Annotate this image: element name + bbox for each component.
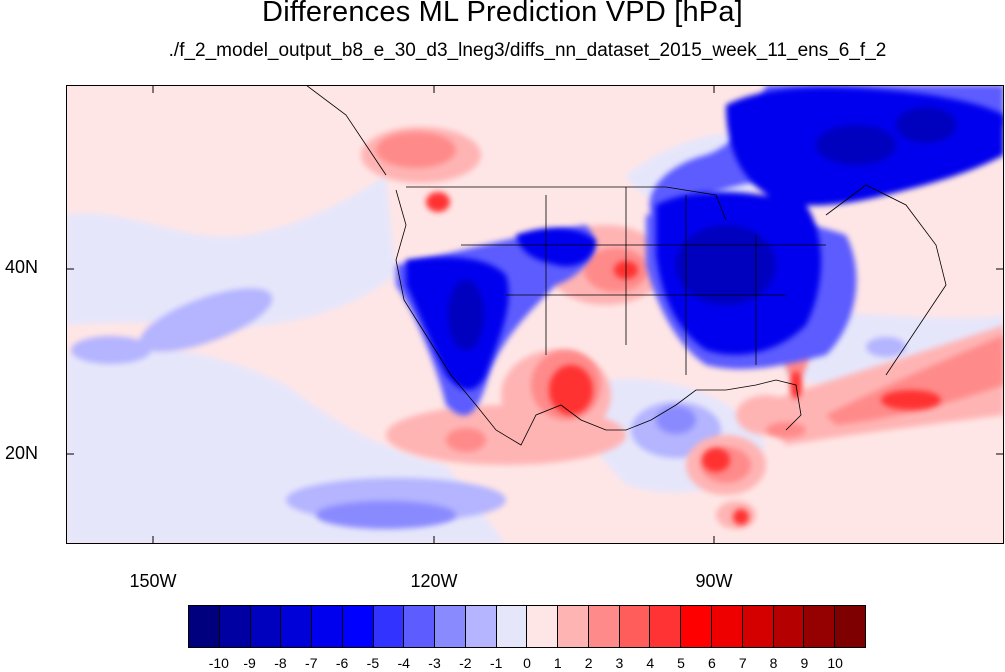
colorbar-tick-label: 1 xyxy=(553,655,562,671)
boundary-lines xyxy=(66,85,947,446)
blue-regions xyxy=(316,406,696,529)
colorbar-tick-label: -4 xyxy=(397,655,410,671)
colorbar-swatch xyxy=(588,606,620,647)
colorbar-tick-label: 6 xyxy=(708,655,716,671)
colorbar-tick-label: -10 xyxy=(208,655,229,671)
colorbar xyxy=(188,605,866,648)
colorbar-tick-label: 8 xyxy=(769,655,778,671)
colorbar-tick-label: 2 xyxy=(584,655,593,671)
map-title: Differences ML Prediction VPD [hPa] xyxy=(262,0,743,28)
colorbar-swatch xyxy=(342,606,374,647)
colorbar-tick-label: 0 xyxy=(523,655,531,671)
colorbar-tick-label: -6 xyxy=(335,655,349,671)
lon-label-120w: 120W xyxy=(410,571,458,591)
lon-label-90w: 90W xyxy=(695,571,733,591)
colorbar-swatch xyxy=(435,606,466,647)
map-subtitle: ./f_2_model_output_b8_e_30_d3_lneg3/diff… xyxy=(168,40,887,61)
colorbar-swatch xyxy=(404,606,436,647)
colorbar-tick-label: 4 xyxy=(646,655,655,671)
colorbar-tick-label: 10 xyxy=(827,655,843,671)
colorbar-tick-label: 9 xyxy=(800,655,809,671)
colorbar-swatch xyxy=(219,606,251,647)
colorbar-tick-label: -9 xyxy=(243,655,256,671)
colorbar-tick-label: -8 xyxy=(274,655,287,671)
colorbar-swatch xyxy=(558,606,589,647)
colorbar-swatch xyxy=(619,606,651,647)
colorbar-swatch xyxy=(650,606,682,647)
colorbar-tick-label: -7 xyxy=(305,655,318,671)
colorbar-swatch xyxy=(250,606,282,647)
lat-label-40n: 40N xyxy=(4,257,38,277)
colorbar-swatch xyxy=(681,606,713,647)
colorbar-swatch xyxy=(312,606,343,647)
colorbar-tick-label: -5 xyxy=(366,655,380,671)
colorbar-swatch xyxy=(773,606,805,647)
colorbar-tick-label: -1 xyxy=(489,655,503,671)
strong-red-regions xyxy=(426,192,941,525)
colorbar-tick-label: 5 xyxy=(677,655,685,671)
colorbar-swatch xyxy=(527,606,559,647)
lon-label-150w: 150W xyxy=(129,571,177,591)
colorbar-swatch xyxy=(835,606,865,647)
lat-label-20n: 20N xyxy=(4,443,38,463)
colorbar-swatch xyxy=(712,606,743,647)
colorbar-swatch xyxy=(189,606,220,647)
vpd-difference-map xyxy=(66,85,1004,544)
colorbar-swatch xyxy=(465,606,497,647)
map-panel xyxy=(66,85,1004,544)
colorbar-tick-label: -2 xyxy=(459,655,472,671)
colorbar-tick-label: 7 xyxy=(738,655,747,671)
axis-ticks xyxy=(66,85,1004,544)
colorbar-swatch xyxy=(496,606,528,647)
map-frame xyxy=(66,85,1004,544)
colorbar-tick-label: -3 xyxy=(428,655,441,671)
colorbar-swatch xyxy=(373,606,405,647)
colorbar-swatch xyxy=(742,606,774,647)
colorbar-tick-label: 3 xyxy=(615,655,624,671)
colorbar-swatch xyxy=(804,606,836,647)
colorbar-swatch xyxy=(281,606,313,647)
